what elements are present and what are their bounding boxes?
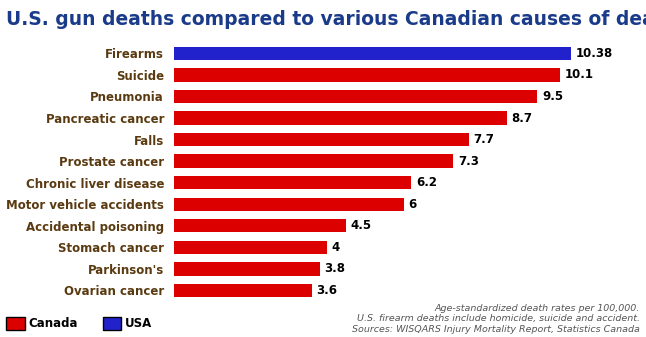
Bar: [174, 47, 571, 60]
Text: 8.7: 8.7: [512, 112, 532, 124]
Text: 9.5: 9.5: [542, 90, 563, 103]
Text: USA: USA: [125, 317, 152, 330]
Bar: [174, 90, 537, 103]
Text: 6: 6: [408, 198, 417, 211]
Text: 7.7: 7.7: [473, 133, 494, 146]
Bar: [174, 284, 312, 297]
Text: 10.1: 10.1: [565, 68, 594, 82]
Bar: [174, 197, 404, 211]
Bar: [174, 111, 506, 125]
Text: Canada: Canada: [28, 317, 78, 330]
Bar: [174, 219, 346, 233]
Text: U.S. gun deaths compared to various Canadian causes of death: U.S. gun deaths compared to various Cana…: [6, 10, 646, 29]
Text: 6.2: 6.2: [416, 176, 437, 189]
Bar: [174, 68, 560, 82]
Text: 4: 4: [332, 241, 340, 254]
Text: 3.8: 3.8: [324, 262, 345, 275]
Text: 10.38: 10.38: [576, 47, 613, 60]
Bar: [174, 176, 412, 189]
Bar: [174, 241, 328, 254]
Text: Age-standardized death rates per 100,000.
U.S. firearm deaths include homicide, : Age-standardized death rates per 100,000…: [351, 304, 640, 334]
Text: 3.6: 3.6: [317, 284, 337, 297]
Text: 7.3: 7.3: [458, 155, 479, 167]
Bar: [174, 133, 468, 146]
Bar: [174, 262, 320, 276]
Text: 4.5: 4.5: [351, 219, 372, 232]
Bar: [174, 154, 453, 168]
